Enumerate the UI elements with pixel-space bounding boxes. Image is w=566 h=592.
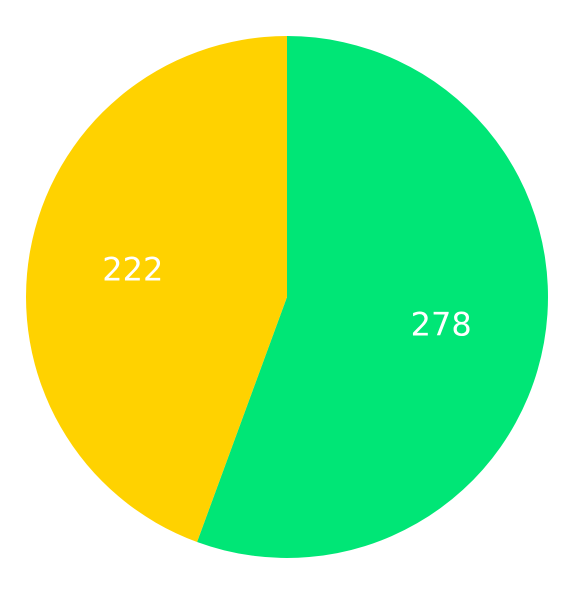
pie-slice-label-0: 278 <box>411 305 472 343</box>
pie-slice-0 <box>197 36 549 559</box>
pie-labels: 278 222 <box>102 251 471 344</box>
pie-slice-1 <box>26 36 288 543</box>
pie-slices <box>26 36 549 559</box>
pie-slice-label-1: 222 <box>102 251 163 289</box>
